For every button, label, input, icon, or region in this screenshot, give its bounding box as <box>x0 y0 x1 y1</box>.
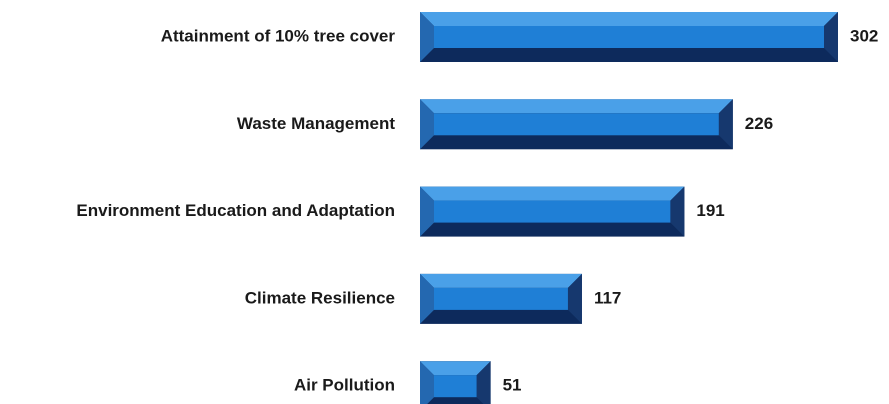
category-label: Attainment of 10% tree cover <box>161 26 396 45</box>
bar-face <box>434 375 477 398</box>
bar-bevel-left <box>420 99 434 150</box>
bar-face <box>434 113 719 136</box>
bar-group <box>420 99 733 150</box>
bar-face <box>434 200 671 223</box>
bar-bevel-right <box>718 99 733 150</box>
bar-group <box>420 186 685 237</box>
bar-face <box>434 287 568 310</box>
category-label: Air Pollution <box>294 376 395 395</box>
bar-bevel-right <box>567 273 582 324</box>
bar-bevel-left <box>420 186 434 237</box>
bar-bevel-top <box>420 12 838 26</box>
bar-bevel-left <box>420 273 434 324</box>
bar-bevel-left <box>420 361 434 404</box>
value-label: 51 <box>503 376 522 395</box>
category-label: Waste Management <box>237 114 395 133</box>
bar-group <box>420 361 491 404</box>
bar-bevel-right <box>476 361 491 404</box>
bar-bevel-right <box>670 186 685 237</box>
bar-bevel-top <box>420 273 582 288</box>
bar-bevel-top <box>420 99 733 114</box>
bar-bevel-top <box>420 361 491 376</box>
bar-bevel-top <box>420 186 685 201</box>
value-label: 191 <box>696 201 724 220</box>
value-label: 302 <box>850 26 878 45</box>
category-label: Climate Resilience <box>245 288 395 307</box>
bar-group <box>420 273 582 324</box>
bar-bevel-left <box>420 12 434 62</box>
value-label: 226 <box>745 114 773 133</box>
category-label: Environment Education and Adaptation <box>76 201 395 220</box>
bar-group <box>420 12 838 62</box>
value-label: 117 <box>594 288 621 307</box>
bar-face <box>434 26 824 48</box>
bar-bevel-right <box>824 12 838 62</box>
